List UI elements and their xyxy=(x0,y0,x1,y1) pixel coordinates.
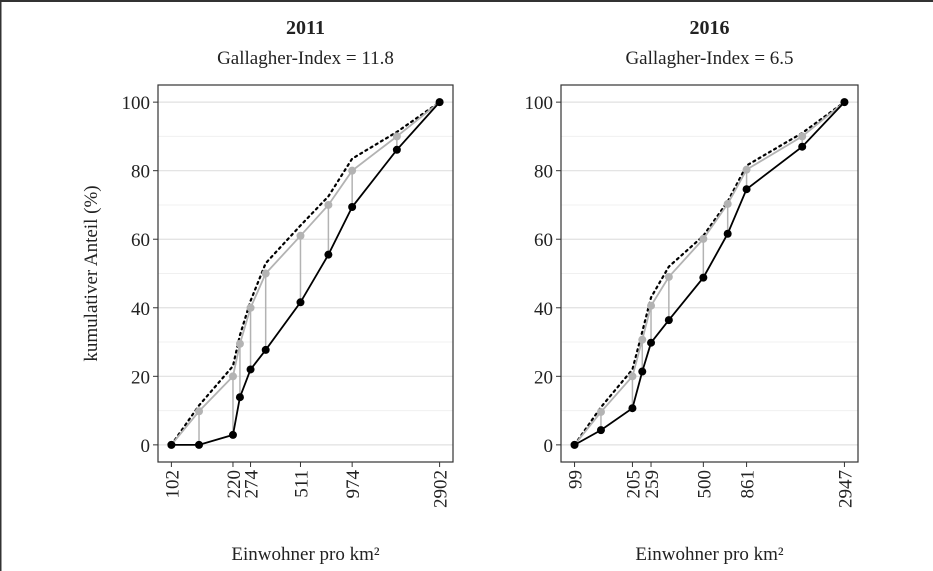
y-tick-label: 0 xyxy=(544,436,554,457)
x-tick-label: 99 xyxy=(566,470,587,489)
y-tick-label: 20 xyxy=(131,367,150,388)
point xyxy=(235,339,244,348)
point xyxy=(570,440,579,449)
point xyxy=(723,229,732,238)
point xyxy=(798,132,807,141)
point xyxy=(723,199,732,208)
point xyxy=(628,404,637,413)
point xyxy=(699,273,708,282)
point xyxy=(195,407,204,416)
point xyxy=(296,231,305,240)
point xyxy=(664,316,673,325)
point xyxy=(195,440,204,449)
y-tick-label: 60 xyxy=(534,230,553,251)
point xyxy=(392,132,401,141)
series-line xyxy=(573,101,846,446)
x-axis-label: Einwohner pro km² xyxy=(231,544,379,565)
point xyxy=(699,234,708,243)
y-tick-label: 20 xyxy=(534,367,553,388)
x-tick-label: 2947 xyxy=(835,470,856,508)
point xyxy=(628,372,637,381)
point xyxy=(324,250,333,259)
point xyxy=(348,166,357,175)
y-tick-label: 100 xyxy=(525,93,554,114)
y-tick-label: 0 xyxy=(141,436,151,457)
point xyxy=(296,298,305,307)
point xyxy=(348,203,357,212)
panel-title: 2011 xyxy=(286,17,325,39)
x-tick-label: 861 xyxy=(738,470,759,499)
point xyxy=(235,393,244,402)
point xyxy=(246,365,255,374)
plot-border xyxy=(560,84,859,463)
point xyxy=(798,142,807,151)
point xyxy=(664,272,673,281)
point xyxy=(246,303,255,312)
y-tick-label: 80 xyxy=(534,162,553,183)
x-tick-label: 2902 xyxy=(431,470,452,508)
panel-subtitle: Gallagher-Index = 11.8 xyxy=(217,48,394,69)
point xyxy=(840,98,849,107)
panel-title: 2016 xyxy=(690,17,730,39)
point xyxy=(167,440,176,449)
x-tick-label: 205 xyxy=(623,470,644,499)
point xyxy=(324,200,333,209)
point xyxy=(435,98,444,107)
y-tick-label: 100 xyxy=(122,93,151,114)
plot-border xyxy=(157,84,454,463)
y-tick-label: 80 xyxy=(131,162,150,183)
panel-subtitle: Gallagher-Index = 6.5 xyxy=(625,48,793,69)
x-tick-label: 511 xyxy=(291,470,312,498)
point xyxy=(228,430,237,439)
x-tick-label: 500 xyxy=(694,470,715,499)
y-tick-label: 60 xyxy=(131,230,150,251)
point xyxy=(228,372,237,381)
x-axis-label: Einwohner pro km² xyxy=(635,544,783,565)
y-axis-label: kumulativer Anteil (%) xyxy=(81,185,102,361)
x-tick-label: 974 xyxy=(343,470,364,499)
x-tick-label: 220 xyxy=(224,470,245,499)
point xyxy=(392,145,401,154)
point xyxy=(638,367,647,376)
x-tick-label: 259 xyxy=(642,470,663,499)
x-tick-label: 102 xyxy=(162,470,183,499)
x-tick-label: 274 xyxy=(242,470,263,499)
point xyxy=(261,269,270,278)
point xyxy=(647,338,656,347)
point xyxy=(638,335,647,344)
series-line xyxy=(170,101,441,446)
point xyxy=(596,426,605,435)
point xyxy=(596,407,605,416)
y-tick-label: 40 xyxy=(131,299,150,320)
y-tick-label: 40 xyxy=(534,299,553,320)
point xyxy=(742,185,751,194)
point xyxy=(647,301,656,310)
point xyxy=(742,165,751,174)
point xyxy=(261,345,270,354)
